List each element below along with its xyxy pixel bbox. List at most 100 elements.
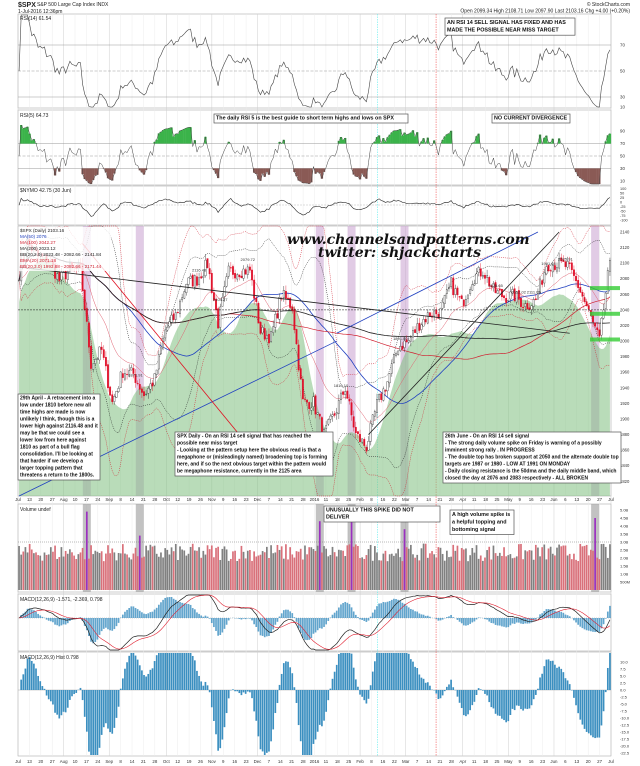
volume-bar — [251, 560, 253, 590]
hist-bar — [259, 690, 262, 750]
candle — [306, 399, 309, 403]
support-zone — [590, 286, 620, 291]
volume-bar — [39, 555, 42, 590]
macd-hist-bar — [213, 618, 215, 628]
macd-hist-bar — [342, 602, 344, 618]
volume-bar — [594, 518, 596, 590]
hist-bar — [458, 690, 461, 703]
volume-note: A high volume spike is a helpful topping … — [452, 512, 510, 533]
candle — [386, 381, 389, 392]
x-tick-label: 9 — [222, 759, 225, 764]
candle — [117, 388, 120, 392]
hist-bar — [143, 675, 145, 690]
hist-bar — [545, 659, 548, 690]
hist-bar — [79, 687, 82, 690]
macd-hist-bar — [357, 617, 359, 618]
candle — [365, 446, 368, 452]
price-legend: $SPX (Daily) 2103.16 MA(50) 2076 MA(100)… — [19, 227, 111, 271]
macd-hist-bar — [172, 598, 175, 618]
volume-bar — [518, 544, 520, 590]
hist-bar — [219, 690, 222, 749]
hist-bar — [302, 690, 304, 755]
note-line: lower high against 2116.48 and it — [20, 423, 98, 429]
note-line: 29th April - A retracement into a — [20, 395, 96, 401]
candle — [295, 329, 298, 345]
candle — [179, 300, 181, 314]
volume-bar — [374, 546, 376, 590]
legend-item: MA(200) 2023.12 — [20, 246, 56, 251]
candle — [149, 383, 152, 390]
hist-bar — [60, 690, 63, 716]
macd-hist-bar — [210, 618, 213, 624]
macd-hist-bar — [424, 615, 427, 618]
note-line: A high volume spike is — [452, 512, 510, 518]
hist-bar — [39, 681, 42, 690]
x-tick-label: 8 — [370, 759, 373, 764]
hist-bar — [221, 690, 224, 740]
volume-bar — [134, 547, 137, 590]
volume-bar — [234, 550, 236, 590]
macd-hist-bar — [37, 613, 39, 618]
hist-bar — [600, 690, 603, 726]
volume-bar — [602, 543, 605, 590]
x-tick-label: 17 — [84, 497, 89, 502]
volume-bar — [149, 544, 152, 590]
hist-bar — [261, 690, 264, 752]
hist-tick: -7.5 — [620, 709, 628, 714]
hist-bar — [136, 659, 139, 690]
candle — [234, 273, 236, 279]
hist-bar — [596, 690, 599, 738]
hist-bar — [403, 653, 406, 690]
volume-bar — [316, 545, 319, 590]
macd-hist-bar — [382, 602, 385, 618]
volume-bar — [81, 547, 84, 590]
hist-bar — [558, 666, 560, 690]
candle — [312, 396, 315, 407]
macd-hist-bar — [185, 603, 188, 618]
volume-bar — [215, 547, 217, 590]
hist-bar — [49, 690, 52, 702]
rsi14-label: RSI(14) 61.54 — [20, 16, 51, 22]
candle — [176, 312, 179, 313]
macd-hist-bar — [378, 603, 380, 618]
nymo-line — [18, 197, 611, 217]
candle — [348, 398, 351, 402]
candle — [153, 373, 156, 386]
hist-bar — [73, 690, 75, 695]
hist-bar — [151, 668, 154, 690]
candle — [204, 259, 207, 277]
hist-bar — [282, 663, 285, 690]
x-tick-label: 21 — [437, 497, 442, 502]
hist-bar — [384, 653, 387, 690]
macd-hist-bar — [492, 618, 495, 624]
hist-bar — [541, 673, 544, 690]
volume-bar — [575, 559, 577, 590]
candle — [532, 299, 535, 307]
volume-bar — [471, 547, 474, 590]
macd-hist-bar — [452, 617, 455, 618]
macd-hist-bar — [486, 618, 488, 620]
x-tick-label: 11 — [324, 497, 329, 502]
hist-bar — [100, 690, 103, 735]
hist-bar — [90, 690, 92, 755]
volume-bar — [416, 554, 419, 590]
hist-bar — [210, 690, 213, 708]
hist-bar — [83, 690, 86, 717]
macd-hist-bar — [405, 605, 408, 618]
hist-bar — [414, 666, 416, 690]
volume-bar — [282, 558, 285, 590]
macd-hist-bar — [113, 618, 116, 630]
volume-bar — [297, 551, 300, 590]
x-tick-label: 19 — [187, 497, 192, 502]
volume-bar — [41, 560, 44, 590]
candle — [541, 280, 544, 285]
hist-bar — [490, 690, 493, 708]
volume-bar — [33, 553, 35, 590]
hist-bar — [69, 690, 71, 700]
macd-hist-bar — [111, 618, 114, 631]
candle — [445, 289, 448, 294]
nymo-label: $NYMO 42.75 (30 Jun) — [20, 188, 72, 194]
hist-bar — [547, 659, 550, 690]
volume-bar — [37, 555, 39, 590]
x-tick-label: 20 — [38, 497, 43, 502]
